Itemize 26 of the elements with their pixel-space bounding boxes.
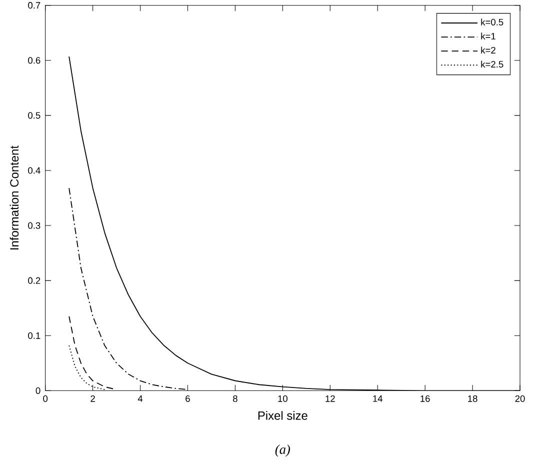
x-tick-label: 6	[186, 395, 190, 402]
y-tick-label: 0	[36, 387, 40, 394]
x-tick-label: 0	[43, 395, 48, 402]
legend-label: k=1	[481, 32, 496, 40]
x-tick-label: 10	[278, 395, 288, 402]
x-tick-label: 20	[515, 395, 525, 402]
y-tick-label: 0.5	[28, 112, 40, 119]
y-tick-label: 0.1	[28, 332, 40, 339]
text: (a)	[275, 444, 290, 457]
x-tick-label: 16	[420, 395, 430, 402]
legend-label: k=0.5	[481, 18, 504, 26]
x-tick-label: 8	[233, 395, 238, 402]
y-axis-title: Information Content	[10, 146, 19, 250]
x-axis-title: Pixel size	[258, 411, 308, 420]
x-tick-label: 14	[373, 395, 382, 402]
x-tick-label: 4	[138, 395, 143, 402]
y-tick-label: 0.3	[28, 222, 40, 229]
y-tick-label: 0.6	[28, 57, 40, 64]
y-tick-label: 0.7	[28, 2, 40, 9]
y-tick-label: 0.2	[28, 277, 40, 284]
legend-label: k=2.5	[481, 60, 504, 68]
y-tick-label: 0.4	[28, 167, 40, 174]
x-tick-label: 12	[326, 395, 335, 402]
legend-label: k=2	[481, 46, 496, 54]
x-tick-label: 18	[468, 395, 478, 402]
x-tick-label: 2	[90, 395, 95, 402]
